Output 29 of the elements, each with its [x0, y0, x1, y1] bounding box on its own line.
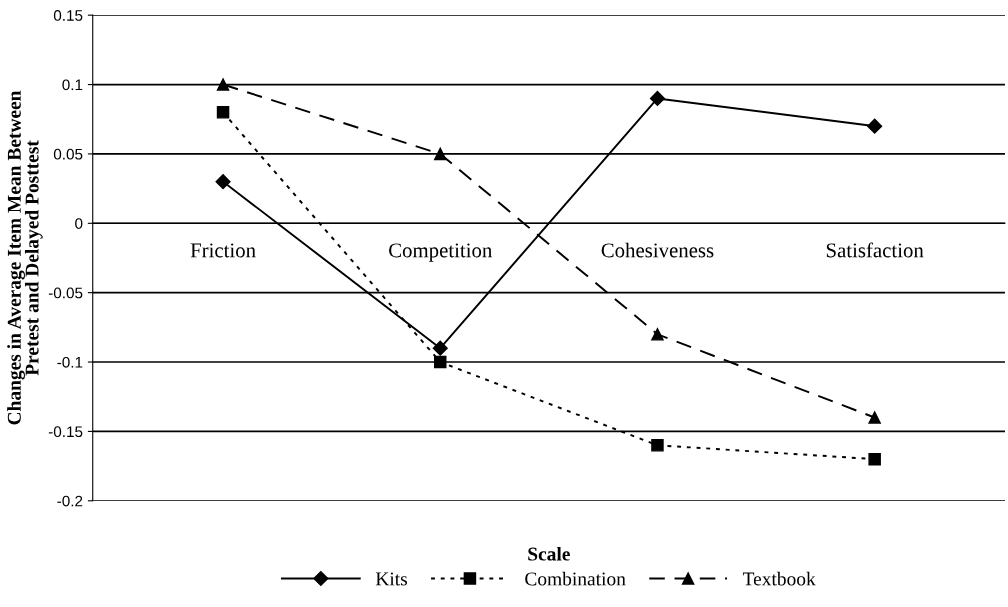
x-tick-label: Competition: [389, 243, 493, 262]
point: [216, 78, 230, 91]
y-tick-label: 0: [75, 218, 83, 229]
x-axis-title: Scale: [528, 546, 570, 561]
point: [868, 452, 881, 466]
x-tick-label: Satisfaction: [826, 242, 924, 258]
y-tick-label: 0.1: [62, 79, 83, 91]
point: [651, 328, 664, 341]
y-tick-label: -0.2: [57, 495, 83, 507]
point: [215, 174, 231, 190]
point: [868, 411, 881, 424]
point: [651, 439, 664, 452]
y-tick-label: 0.05: [53, 148, 83, 160]
legend-label: Combination: [525, 571, 626, 586]
y-tick-label: -0.15: [48, 426, 83, 438]
y-axis-title: Changes in Average Item Mean Between Pretest and Delayed Posttest: [7, 90, 43, 425]
y-tick-label: -0.05: [48, 287, 83, 299]
point: [216, 106, 230, 119]
x-tick-label: Cohesiveness: [601, 242, 714, 258]
x-tick-label: Friction: [190, 243, 256, 258]
legend-label: Kits: [375, 572, 408, 586]
point: [867, 118, 883, 134]
point: [432, 340, 448, 356]
y-tick-label: -0.1: [57, 356, 83, 368]
point: [649, 90, 666, 106]
point: [434, 355, 447, 369]
legend-label: Textbook: [742, 571, 816, 586]
point: [434, 147, 447, 161]
y-tick-label: 0.15: [53, 10, 83, 21]
